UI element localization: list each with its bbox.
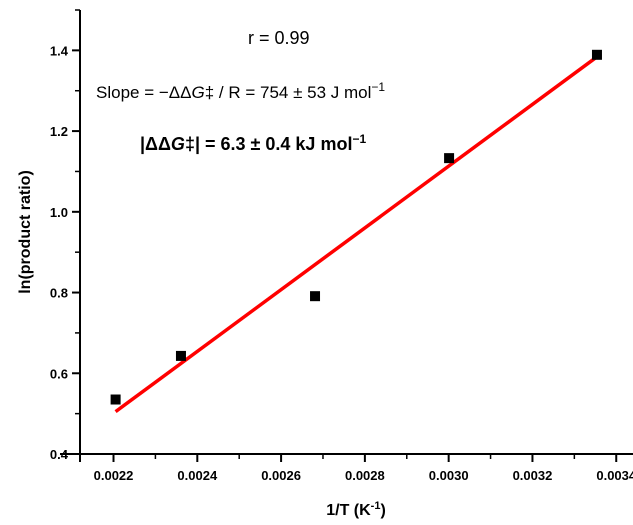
- fit-line: [114, 55, 599, 414]
- data-point: [591, 49, 602, 60]
- x-tick-label: 0.0028: [345, 468, 385, 483]
- y-tick-label: 0.8: [50, 286, 68, 301]
- y-tick-label: 0.6: [50, 366, 68, 381]
- annotation-slope: Slope = −ΔΔG‡ / R = 754 ± 53 J mol−1: [96, 80, 385, 102]
- ticks: 0.0022 0.0024 0.0026 0.0028 0.0030 0.0032 0.00…: [50, 9, 633, 483]
- x-tick-label: 0.0030: [429, 468, 469, 483]
- y-tick-label: 1.4: [50, 43, 69, 58]
- y-axis-title: ln(product ratio): [17, 170, 34, 294]
- data-point: [175, 350, 186, 361]
- x-tick-label: 0.0026: [261, 468, 301, 483]
- x-tick-label: 0.0032: [513, 468, 553, 483]
- annotation-delta-delta-g: |ΔΔG‡| = 6.3 ± 0.4 kJ mol−1: [140, 132, 366, 154]
- data-point: [310, 291, 321, 302]
- fit-line-group: [114, 55, 599, 414]
- x-axis-title: 1/T (K-1): [326, 500, 386, 519]
- axes: [60, 10, 633, 462]
- y-tick-label: 1.0: [50, 205, 68, 220]
- y-tick-label: 0.4: [50, 447, 69, 462]
- annotation-dg-superscript: −1: [352, 132, 366, 146]
- annotation-r: r = 0.99: [248, 28, 310, 48]
- x-tick-label: 0.0034: [596, 468, 633, 483]
- data-point: [110, 394, 121, 405]
- annotation-slope-superscript: −1: [371, 80, 385, 94]
- data-point: [444, 153, 455, 164]
- data-points: [110, 49, 602, 405]
- y-tick-label: 1.2: [50, 124, 68, 139]
- x-tick-label: 0.0022: [94, 468, 134, 483]
- x-axis-title-superscript: -1: [371, 500, 381, 512]
- x-tick-label: 0.0024: [177, 468, 218, 483]
